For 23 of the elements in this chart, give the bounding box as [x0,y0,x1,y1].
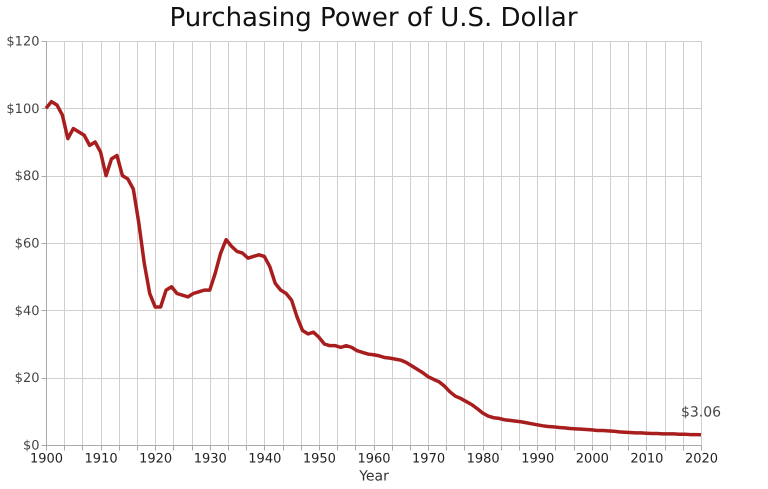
y-tick-label: $60 [14,236,40,252]
x-tick-label: 1990 [521,452,554,466]
x-tick-label: 2020 [684,452,718,466]
y-tick-label: $40 [14,304,40,319]
x-tick-label: 1930 [194,452,227,466]
x-tick-label: 1970 [412,452,446,466]
x-tick-label: 1910 [84,452,118,466]
y-tick-label: $20 [14,371,40,386]
x-tick-label: 2010 [630,452,664,466]
x-tick-label: 1950 [302,452,336,466]
x-tick-label: 1980 [466,452,500,466]
x-tick-label: 1920 [139,452,172,466]
x-tick-label: 1960 [357,452,391,466]
x-tick-label: 2000 [576,452,609,466]
chart-title: Purchasing Power of U.S. Dollar [169,3,578,33]
x-tick-label: 1900 [30,452,64,466]
annotation: $3.06 [680,404,722,421]
y-tick-label: $100 [6,102,40,117]
y-tick-label: $0 [22,438,40,454]
x-axis-title: Year [358,468,390,484]
y-tick-label: $80 [14,169,40,184]
x-tick-label: 1940 [248,452,282,466]
y-tick-label: $120 [6,34,40,50]
